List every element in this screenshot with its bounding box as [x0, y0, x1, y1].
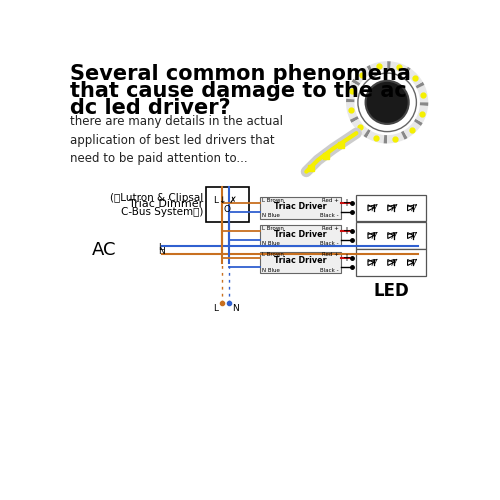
Text: Triac Driver: Triac Driver: [274, 202, 327, 211]
Polygon shape: [368, 260, 374, 266]
Text: L Brown: L Brown: [262, 252, 284, 258]
Bar: [260, 252, 341, 274]
Text: Several common phenomena: Several common phenomena: [70, 64, 411, 84]
Bar: [260, 225, 341, 246]
Text: -: -: [346, 235, 350, 245]
Text: L: L: [158, 242, 162, 252]
Text: -: -: [346, 262, 350, 272]
Text: N Blue: N Blue: [262, 240, 280, 246]
Text: L Brown: L Brown: [262, 226, 284, 230]
Bar: [356, 250, 426, 276]
Text: L Brown: L Brown: [262, 198, 284, 203]
Text: L↓ ✗: L↓ ✗: [214, 196, 238, 205]
Text: N: N: [232, 304, 239, 313]
Text: Black -: Black -: [320, 240, 338, 246]
Bar: [356, 222, 426, 248]
Text: Triac Driver: Triac Driver: [274, 256, 327, 266]
Text: AC: AC: [92, 241, 116, 259]
Circle shape: [366, 81, 408, 124]
Text: Red +: Red +: [322, 252, 338, 258]
Polygon shape: [408, 260, 414, 266]
Text: N: N: [158, 247, 164, 256]
Bar: [356, 194, 426, 221]
Text: N Blue: N Blue: [262, 268, 280, 272]
Text: N Blue: N Blue: [262, 213, 280, 218]
Polygon shape: [388, 232, 394, 238]
Text: there are many details in the actual
application of best led drivers that
need t: there are many details in the actual app…: [70, 116, 283, 166]
Text: Red +: Red +: [322, 226, 338, 230]
Polygon shape: [408, 205, 414, 211]
Polygon shape: [388, 260, 394, 266]
Text: Black -: Black -: [320, 213, 338, 218]
Bar: [206, 187, 248, 222]
Text: Black -: Black -: [320, 268, 338, 272]
Text: dc led driver?: dc led driver?: [70, 98, 230, 117]
Text: O: O: [224, 206, 231, 214]
Text: +: +: [342, 198, 350, 208]
Text: -: -: [346, 208, 350, 218]
Bar: [260, 197, 341, 218]
Text: (・Lutron & Clipsal
C-Bus System・): (・Lutron & Clipsal C-Bus System・): [110, 193, 203, 217]
Text: Triac Dimmer: Triac Dimmer: [129, 200, 203, 209]
Polygon shape: [368, 205, 374, 211]
Text: LED: LED: [373, 282, 409, 300]
Text: L: L: [214, 304, 218, 313]
Polygon shape: [408, 232, 414, 238]
Polygon shape: [388, 205, 394, 211]
Polygon shape: [368, 232, 374, 238]
Text: that cause damage to the ac: that cause damage to the ac: [70, 81, 406, 101]
Text: +: +: [342, 226, 350, 236]
Text: +: +: [342, 253, 350, 263]
Text: Red +: Red +: [322, 198, 338, 203]
Text: Triac Driver: Triac Driver: [274, 230, 327, 238]
